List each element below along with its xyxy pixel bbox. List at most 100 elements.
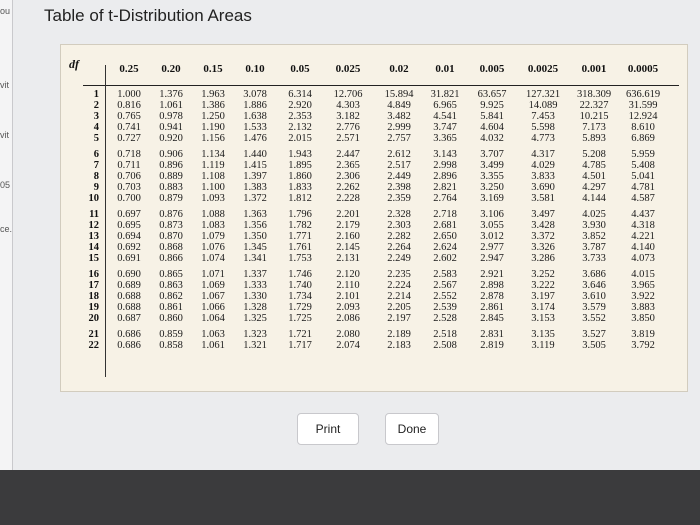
table-cell: 0.868 (159, 242, 183, 253)
table-cell: 3.135 (531, 329, 555, 340)
table-cell: 3.286 (531, 253, 555, 264)
table-cell: 2.264 (387, 242, 411, 253)
table-cell: 2.508 (433, 340, 457, 351)
table-cell: 2.624 (433, 242, 457, 253)
table-cell: 5.208 (582, 149, 606, 160)
table-cell: 3.819 (631, 329, 655, 340)
done-button[interactable]: Done (385, 413, 439, 445)
table-cell: 0.873 (159, 220, 183, 231)
table-cell: 1.323 (243, 329, 267, 340)
table-cell: 2.353 (288, 111, 312, 122)
table-cell: 2.449 (387, 171, 411, 182)
table-cell: 1.415 (243, 160, 267, 171)
table-cell: 2.567 (433, 280, 457, 291)
table-cell: 1.076 (201, 242, 225, 253)
table-cell: 3.552 (582, 313, 606, 324)
table-cell: 2.205 (387, 302, 411, 313)
table-cell: 1.833 (288, 182, 312, 193)
table-cell: 0.711 (117, 160, 141, 171)
column-header: 0.001 (581, 63, 607, 75)
df-header: df (69, 57, 79, 71)
table-cell: 22.327 (579, 100, 609, 111)
table-cell: 2.224 (387, 280, 411, 291)
column-header: 0.15 (203, 63, 223, 75)
table-cell: 2.214 (387, 291, 411, 302)
table-cell: 0.688 (117, 302, 141, 313)
table-cell: 1.734 (288, 291, 312, 302)
column-header: 0.25 (119, 63, 139, 75)
table-cell: 1.812 (288, 193, 312, 204)
table-cell: 3.078 (243, 89, 267, 100)
table-cell: 0.860 (159, 313, 183, 324)
table-cell: 4.604 (480, 122, 504, 133)
table-cell: 127.321 (525, 89, 561, 100)
table-cell: 3.527 (582, 329, 606, 340)
table-cell: 1.761 (288, 242, 312, 253)
column-header: 0.005 (479, 63, 505, 75)
table-cell: 4.029 (531, 160, 555, 171)
table-cell: 0.941 (159, 122, 183, 133)
table-cell: 0.718 (117, 149, 141, 160)
table-cell: 2.183 (387, 340, 411, 351)
table-cell: 5.893 (582, 133, 606, 144)
column-header: 0.20 (161, 63, 181, 75)
table-cell: 0.703 (117, 182, 141, 193)
table-cell: 2.132 (288, 122, 312, 133)
table-cell: 3.143 (433, 149, 457, 160)
table-cell: 3.372 (531, 231, 555, 242)
table-cell: 2.718 (433, 209, 457, 220)
df-value: 12 (88, 220, 100, 231)
table-cell: 3.482 (387, 111, 411, 122)
df-value: 20 (88, 313, 100, 324)
df-value: 17 (88, 280, 100, 291)
table-cell: 4.317 (531, 149, 555, 160)
df-value: 19 (88, 302, 100, 313)
t-distribution-table: df 0.25 0.20 0.15 0.10 0.05 0.025 0.02 0.01 0.00… (60, 44, 688, 392)
table-cell: 0.906 (159, 149, 183, 160)
table-cell: 12.706 (333, 89, 363, 100)
table-cell: 2.650 (433, 231, 457, 242)
table-cell: 3.355 (480, 171, 504, 182)
table-cell: 5.598 (531, 122, 555, 133)
df-value: 2 (93, 100, 99, 111)
table-cell: 4.849 (387, 100, 411, 111)
table-cell: 0.697 (117, 209, 141, 220)
table-cell: 0.879 (159, 193, 183, 204)
table-cell: 1.356 (243, 220, 267, 231)
print-button[interactable]: Print (297, 413, 359, 445)
df-value: 5 (93, 133, 99, 144)
table-cell: 1.729 (288, 302, 312, 313)
strip-text: ce. (0, 224, 13, 234)
table-cell: 1.771 (288, 231, 312, 242)
table-cell: 7.173 (582, 122, 606, 133)
table-cell: 1.725 (288, 313, 312, 324)
table-cell: 2.583 (433, 269, 457, 280)
table-cell: 0.686 (117, 340, 141, 351)
table-cell: 3.965 (631, 280, 655, 291)
table-cell: 3.930 (582, 220, 606, 231)
table-cell: 2.101 (336, 291, 360, 302)
table-cell: 2.398 (387, 182, 411, 193)
table-cell: 1.363 (243, 209, 267, 220)
table-cell: 4.144 (582, 193, 606, 204)
table-cell: 1.638 (243, 111, 267, 122)
table-cell: 2.920 (288, 100, 312, 111)
table-cell: 2.878 (480, 291, 504, 302)
table-cell: 4.587 (631, 193, 655, 204)
table-cell: 2.120 (336, 269, 360, 280)
table-cell: 0.978 (159, 111, 183, 122)
table-cell: 318.309 (576, 89, 612, 100)
table-cell: 3.922 (631, 291, 655, 302)
table-cell: 3.106 (480, 209, 504, 220)
table-cell: 2.201 (336, 209, 360, 220)
table-cell: 1.108 (201, 171, 225, 182)
table-cell: 2.086 (336, 313, 360, 324)
table-cell: 2.999 (387, 122, 411, 133)
table-cell: 63.657 (477, 89, 507, 100)
strip-text: vit (0, 130, 9, 140)
df-value: 18 (88, 291, 100, 302)
table-cell: 3.850 (631, 313, 655, 324)
table-cell: 4.025 (582, 209, 606, 220)
table-cell: 3.252 (531, 269, 555, 280)
table-cell: 0.889 (159, 171, 183, 182)
